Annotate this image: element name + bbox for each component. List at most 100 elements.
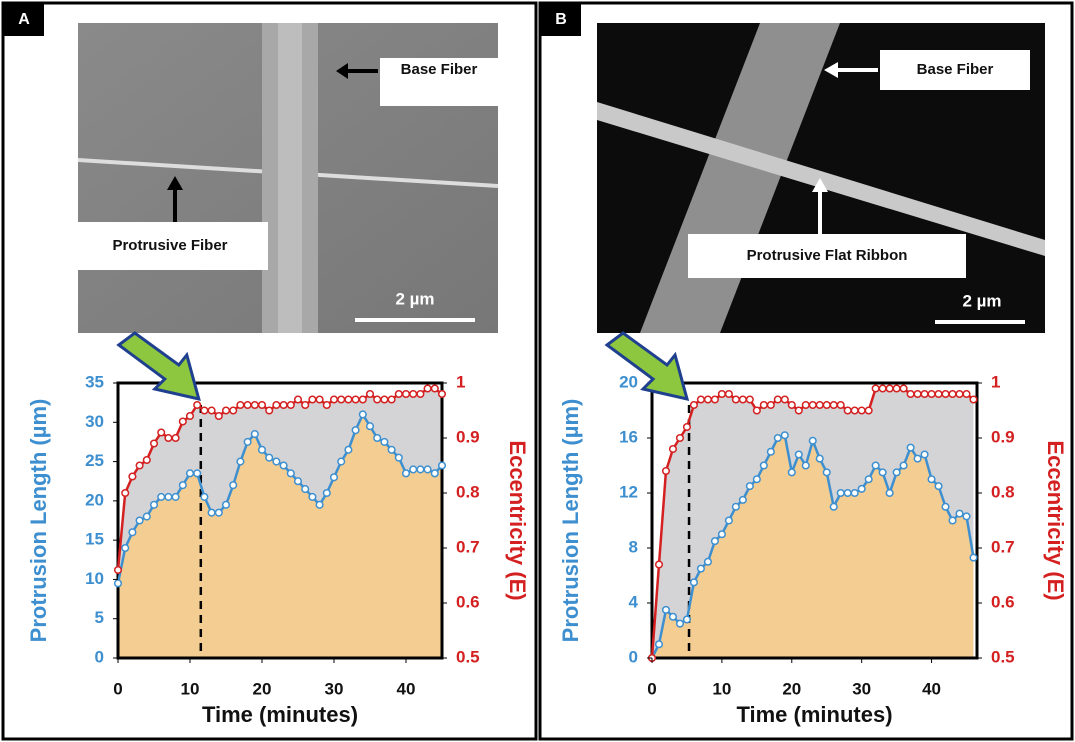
data-point: [691, 579, 698, 586]
data-point: [677, 435, 684, 442]
y-tick-label: 35: [85, 372, 104, 391]
data-point: [949, 517, 956, 524]
data-point: [949, 391, 956, 398]
data-point: [432, 385, 439, 392]
data-point: [403, 391, 410, 398]
data-point: [879, 385, 886, 392]
data-point: [747, 483, 754, 490]
data-point: [273, 458, 280, 465]
data-point: [266, 454, 273, 461]
data-point: [302, 402, 309, 409]
data-point: [302, 486, 309, 493]
data-point: [280, 462, 287, 469]
y-axis-label: Protrusion Length (µm): [26, 399, 51, 643]
y-tick-label: 25: [85, 451, 104, 470]
data-point: [684, 616, 691, 623]
data-point: [858, 407, 865, 414]
data-point: [129, 473, 136, 480]
data-point: [439, 391, 446, 398]
data-point: [324, 402, 331, 409]
sem-image: Base Fiber Protrusive Flat Ribbon 2 µm: [597, 23, 1045, 333]
data-point: [165, 435, 172, 442]
data-point: [809, 402, 816, 409]
data-point: [259, 446, 266, 453]
data-point: [144, 513, 151, 520]
data-point: [396, 391, 403, 398]
data-point: [712, 538, 719, 545]
data-point: [935, 483, 942, 490]
data-point: [230, 482, 237, 489]
data-point: [410, 466, 417, 473]
x-tick-label: 10: [181, 679, 200, 698]
data-point: [187, 413, 194, 420]
data-point: [360, 396, 367, 403]
svg-text:Base Fiber: Base Fiber: [401, 61, 478, 78]
data-point: [410, 391, 417, 398]
data-point: [677, 620, 684, 627]
data-point: [830, 503, 837, 510]
data-point: [761, 402, 768, 409]
data-point: [439, 462, 446, 469]
x-tick-label: 30: [325, 679, 344, 698]
data-point: [670, 446, 677, 453]
x-tick-label: 0: [113, 679, 122, 698]
figure: A B Base Fiber Protrusive Fiber 2 µm Bas…: [0, 0, 1075, 742]
x-tick-label: 0: [647, 679, 656, 698]
data-point: [781, 396, 788, 403]
data-point: [809, 437, 816, 444]
data-point: [180, 418, 187, 425]
annotation: Protrusive Flat Ribbon: [747, 247, 908, 264]
data-point: [970, 396, 977, 403]
data-point: [244, 439, 251, 446]
data-point: [417, 466, 424, 473]
data-point: [352, 396, 359, 403]
data-point: [886, 385, 893, 392]
data-point: [338, 458, 345, 465]
data-point: [172, 494, 179, 501]
data-point: [726, 517, 733, 524]
y2-tick-label: 0.6: [991, 592, 1015, 611]
data-point: [403, 470, 410, 477]
y2-tick-label: 0.5: [991, 647, 1015, 666]
y2-tick-label: 0.9: [991, 427, 1015, 446]
data-point: [208, 509, 215, 516]
data-point: [754, 476, 761, 483]
x-tick-label: 10: [712, 679, 731, 698]
data-point: [781, 432, 788, 439]
data-point: [374, 435, 381, 442]
data-point: [698, 565, 705, 572]
y2-axis-label: Eccentricity (E): [1043, 440, 1068, 600]
data-point: [921, 391, 928, 398]
data-point: [158, 429, 165, 436]
data-point: [324, 490, 331, 497]
data-point: [165, 494, 172, 501]
y2-tick-label: 0.5: [456, 647, 480, 666]
data-point: [331, 396, 338, 403]
data-point: [230, 407, 237, 414]
data-point: [151, 440, 158, 447]
data-point: [733, 503, 740, 510]
data-point: [136, 462, 143, 469]
data-point: [719, 531, 726, 538]
data-point: [893, 385, 900, 392]
y-tick-label: 15: [85, 530, 104, 549]
data-point: [893, 469, 900, 476]
data-point: [823, 469, 830, 476]
data-point: [129, 529, 136, 536]
data-point: [851, 490, 858, 497]
x-tick-label: 20: [782, 679, 801, 698]
data-point: [144, 457, 151, 464]
data-point: [288, 402, 295, 409]
data-point: [865, 476, 872, 483]
data-point: [237, 402, 244, 409]
sem-image: Base Fiber Protrusive Fiber 2 µm: [78, 23, 498, 333]
data-point: [656, 561, 663, 568]
y-tick-label: 8: [629, 537, 638, 556]
data-point: [712, 396, 719, 403]
data-point: [788, 402, 795, 409]
data-point: [331, 474, 338, 481]
data-point: [663, 468, 670, 475]
x-axis-label: Time (minutes): [202, 702, 358, 727]
annotation: Protrusive Fiber: [112, 237, 227, 254]
data-point: [802, 402, 809, 409]
